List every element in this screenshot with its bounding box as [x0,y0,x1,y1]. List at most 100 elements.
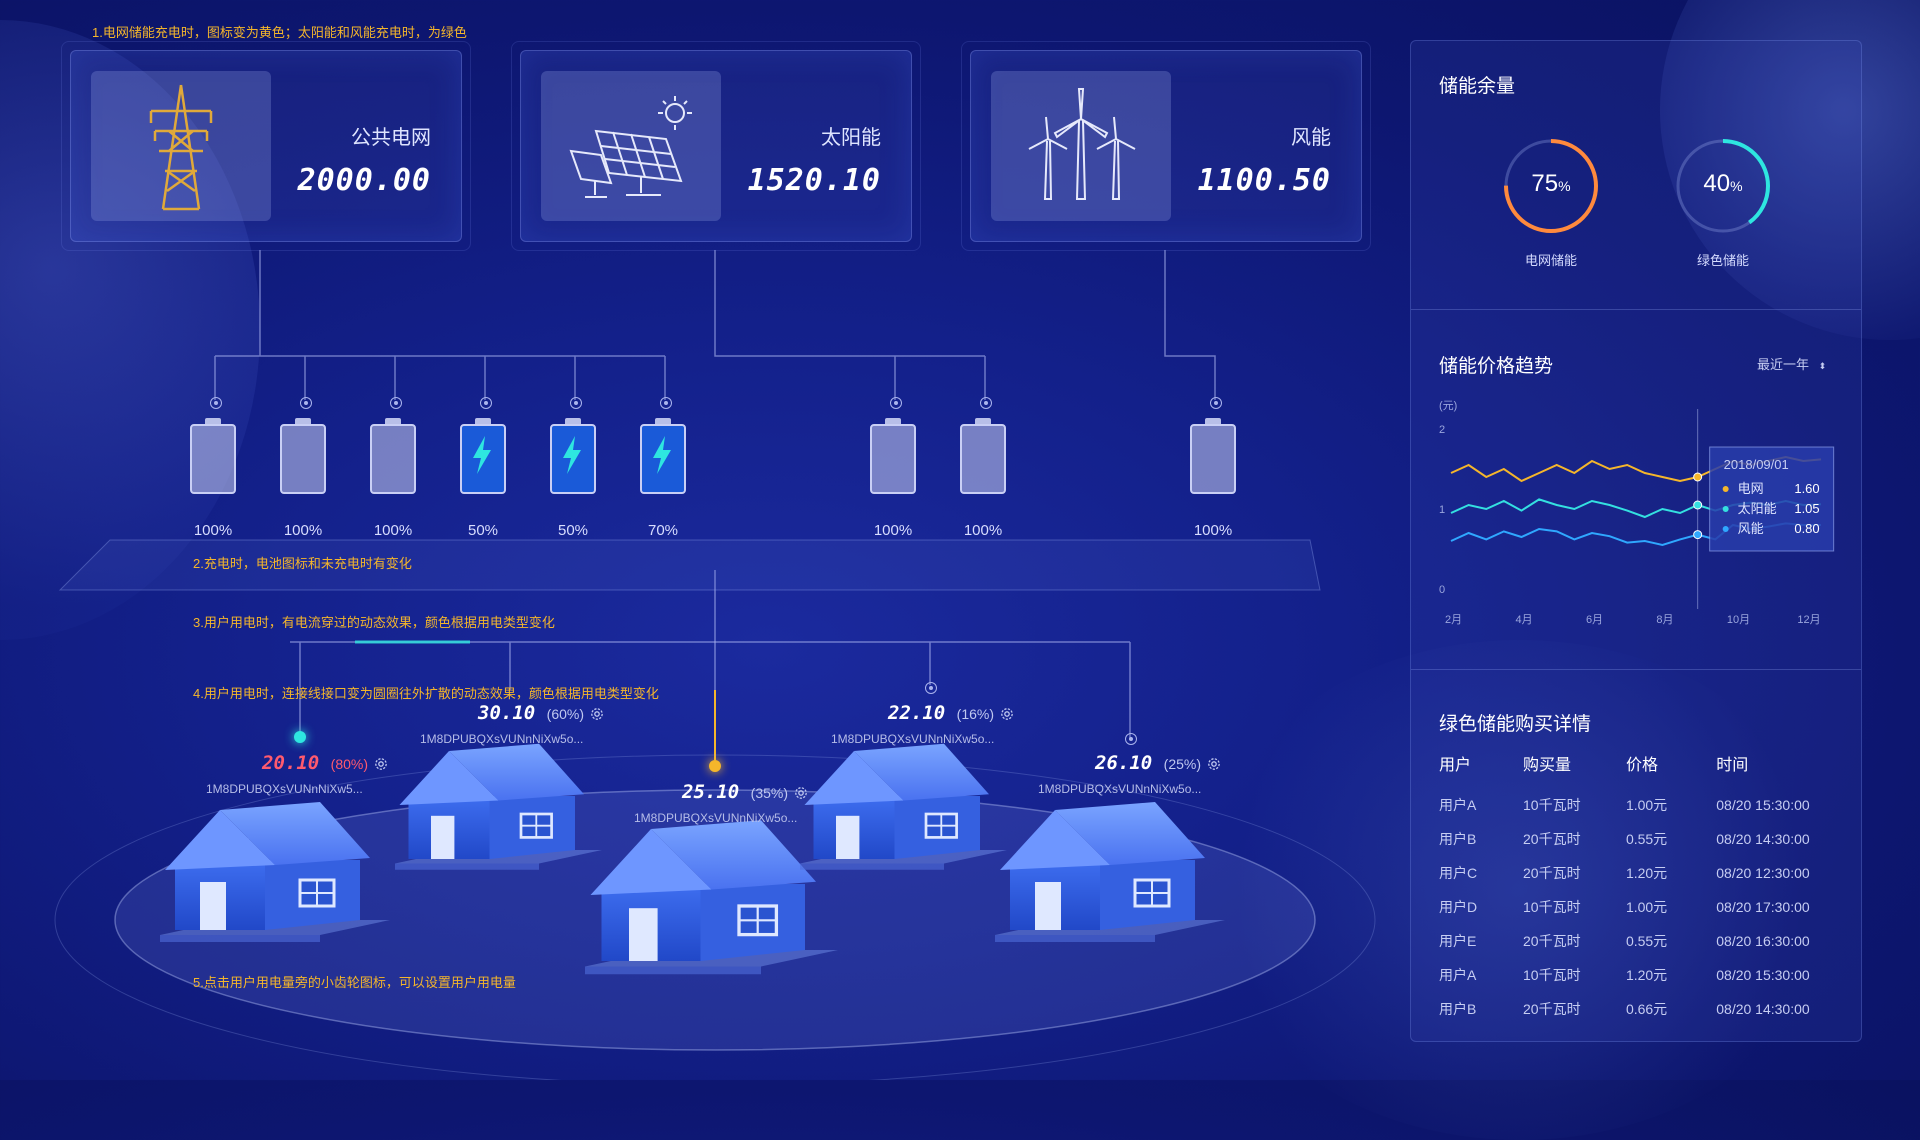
source-card-solar[interactable]: 太阳能 1520.10 [511,41,921,251]
connector-node [660,397,672,409]
series-point-1 [1693,472,1703,482]
gear-icon[interactable] [374,757,388,771]
lightning-icon [563,436,581,474]
battery-percentage: 100% [963,522,1003,539]
green-storage-label: 绿色储能 [1696,253,1749,268]
house-icon[interactable] [995,802,1225,942]
table-cell: 20千瓦时 [1523,1001,1581,1017]
storage-title: 储能余量 [1439,76,1516,97]
battery-icon [1190,418,1236,494]
gear-icon[interactable] [590,707,604,721]
purchase-table: 用户 购买量 价格 时间 用户A 10千瓦时 1.00元 08/20 15:30:00 用户B… [1439,751,1861,1033]
user-power-value: 30.10 (60%) [478,702,604,724]
table-cell: 1.20元 [1625,967,1668,983]
table-cell: 08/20 12:30:00 [1716,865,1810,881]
houses [160,743,1225,975]
user-node-active [709,760,721,772]
green-storage-gauge [1676,139,1770,233]
table-row: 用户E 20千瓦时 0.55元 08/20 16:30:00 [1439,931,1861,965]
x-tick-label: 6月 [1586,614,1603,626]
divider [1411,669,1861,670]
table-cell: 用户B [1439,1001,1477,1017]
house-icon[interactable] [585,820,838,975]
house[interactable] [160,743,1225,975]
battery-icon [550,418,596,494]
table-cell: 20千瓦时 [1523,831,1581,847]
sort-arrows-icon: ⬍ [1818,361,1827,371]
connector-node [1210,397,1222,409]
user-power-number: 25.10 [682,781,740,803]
user-power-percent: (25%) [1163,756,1202,772]
table-cell: 10千瓦时 [1523,899,1581,915]
tooltip-series-value: 0.80 [1794,521,1819,536]
house-icon[interactable] [395,743,602,870]
user-power-number: 22.10 [888,702,946,724]
table-cell: 用户C [1439,865,1478,881]
tooltip-series-value: 1.60 [1794,481,1819,496]
table-cell: 10千瓦时 [1523,797,1581,813]
connector-node [300,397,312,409]
note-5: 5.点击用户用电量旁的小齿轮图标，可以设置用户用电量 [193,975,516,990]
gear-icon[interactable] [794,786,808,800]
table-row: 用户C 20千瓦时 1.20元 08/20 12:30:00 [1439,863,1861,897]
battery-icon [370,418,416,494]
price-chart: (元) 0 1 2 2月 4月 6月 8月 10月 12月 2018/09/01 电网 1.60 太阳能 1… [1439,400,1835,626]
source-card-grid[interactable]: 公共电网 2000.00 [61,41,471,251]
user-id: 1M8DPUBQXsVUNnNiXw5o... [420,732,584,746]
battery-percentage: 100% [373,522,413,539]
source-card-wind[interactable]: 风能 1100.50 [961,41,1371,251]
connector-node [480,397,492,409]
table-row: 用户A 10千瓦时 1.00元 08/20 15:30:00 [1439,795,1861,829]
table-cell: 10千瓦时 [1523,967,1581,983]
lightning-icon [653,436,671,474]
user-id: 1M8DPUBQXsVUNnNiXw5o... [831,732,995,746]
table-cell: 08/20 14:30:00 [1716,1001,1810,1017]
source-value: 1100.50 [1197,163,1331,198]
connector-node [390,397,402,409]
solar-panel-icon [541,71,721,221]
tooltip-box [1709,446,1835,552]
table-row: 用户B 20千瓦时 0.66元 08/20 14:30:00 [1439,999,1861,1033]
table-cell: 08/20 17:30:00 [1716,899,1810,915]
y-tick-label: 1 [1439,504,1445,516]
battery-icon [870,418,916,494]
table-cell: 用户E [1439,933,1477,949]
user-id: 1M8DPUBQXsVUNnNiXw5o... [1038,782,1202,796]
source-name: 太阳能 [821,127,881,149]
table-cell: 1.20元 [1625,865,1668,881]
grid-storage-gauge [1504,139,1598,233]
battery-icon [960,418,1006,494]
table-cell: 用户A [1439,967,1477,983]
user-power-percent: (35%) [750,785,789,801]
table-row: 用户B 20千瓦时 0.55元 08/20 14:30:00 [1439,829,1861,863]
connector-node [980,397,992,409]
range-select[interactable]: 最近一年 ⬍ [1757,357,1827,372]
source-name: 公共电网 [351,127,431,149]
table-cell: 1.00元 [1625,797,1668,813]
x-tick-label: 10月 [1727,614,1750,626]
battery-percentage: 100% [1193,522,1233,539]
gear-icon[interactable] [1000,707,1014,721]
right-panel: 储能余量 75% 电网储能 40% 绿色储能 储能价格趋势 最近一年 ⬍ (元)… [1410,40,1862,1042]
note-4: 4.用户用电时，连接线接口变为圆圈往外扩散的动态效果，颜色根据用电类型变化 [193,686,659,701]
tooltip-series-name: 风能 [1738,521,1764,536]
grid-storage-value: 75% [1531,170,1571,197]
user-id: 1M8DPUBQXsVUNnNiXw5... [206,782,363,796]
column-header: 价格 [1625,757,1658,774]
user-power-number: 20.10 [262,752,320,774]
table-cell: 08/20 15:30:00 [1716,967,1810,983]
power-tower-icon [91,71,271,221]
user-power-number: 30.10 [478,702,536,724]
column-header: 时间 [1716,757,1749,774]
battery-percentage: 100% [283,522,323,539]
gear-icon[interactable] [1207,757,1221,771]
house-icon[interactable] [800,743,1007,870]
column-header: 购买量 [1523,757,1572,774]
battery-icon [280,418,326,494]
house-icon[interactable] [160,802,390,942]
table-row: 用户D 10千瓦时 1.00元 08/20 17:30:00 [1439,897,1861,931]
decorative-globe-bottom-right [1200,640,1840,1140]
battery-percentage: 50% [467,522,499,539]
user-power-number: 26.10 [1095,752,1153,774]
lightning-icon [473,436,491,474]
